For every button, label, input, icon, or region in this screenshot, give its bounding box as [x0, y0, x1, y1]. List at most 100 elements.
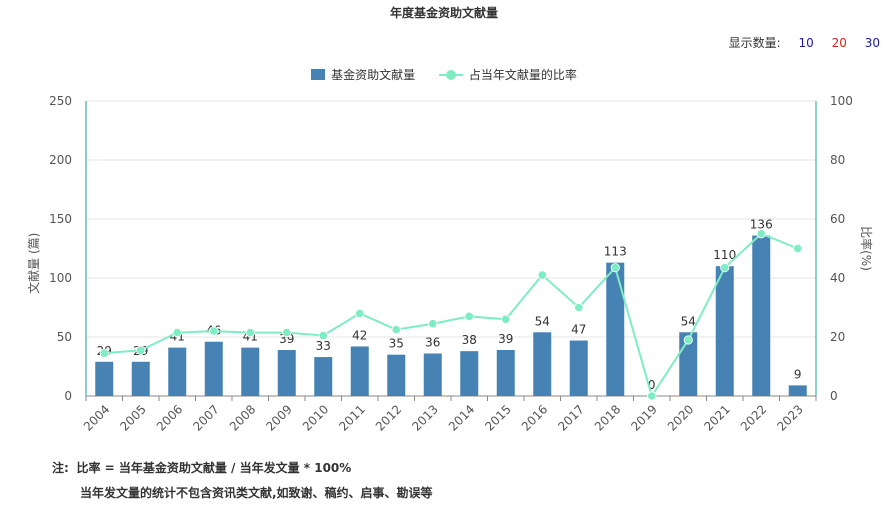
y-tick-label: 50 — [57, 330, 72, 344]
bar — [423, 353, 442, 396]
bar — [496, 349, 515, 396]
ratio-point — [136, 345, 146, 355]
bar-value-label: 54 — [681, 314, 696, 328]
bar — [752, 235, 771, 396]
x-tick-label: 2022 — [738, 402, 769, 433]
bar — [606, 262, 625, 396]
x-tick-label: 2008 — [227, 402, 258, 433]
x-tick-label: 2014 — [446, 402, 477, 433]
x-tick-label: 2016 — [519, 402, 550, 433]
display-count-option-30[interactable]: 30 — [864, 36, 880, 50]
ratio-point — [391, 325, 401, 335]
ratio-line — [104, 232, 799, 399]
y2-tick-label: 0 — [830, 389, 838, 403]
ratio-point — [355, 308, 365, 318]
bar — [277, 349, 296, 396]
x-tick-label: 2015 — [482, 402, 513, 433]
bar-value-label: 36 — [425, 336, 440, 350]
display-count-option-10[interactable]: 10 — [798, 36, 814, 50]
y2-axis-title: 比率(%) — [859, 226, 874, 271]
ratio-point — [99, 348, 109, 358]
ratio-point — [756, 229, 766, 239]
bar — [788, 385, 807, 396]
ratio-point — [610, 263, 620, 273]
x-tick-label: 2010 — [300, 402, 331, 433]
chart-legend: 基金资助文献量 占当年文献量的比率 — [0, 66, 888, 83]
x-tick-label: 2005 — [117, 402, 148, 433]
y2-tick-label: 80 — [830, 153, 845, 167]
ratio-point — [318, 330, 328, 341]
x-tick-label: 2017 — [555, 402, 586, 433]
bar-value-label: 54 — [535, 314, 550, 328]
ratio-point — [647, 391, 657, 401]
x-tick-label: 2021 — [701, 402, 732, 433]
ratio-point — [683, 335, 693, 345]
bar-value-label: 38 — [462, 333, 477, 347]
display-count-label: 显示数量: — [728, 36, 781, 50]
bar — [569, 340, 588, 396]
ratio-point — [464, 311, 474, 321]
ratio-point — [501, 314, 511, 324]
bar-value-label: 0 — [648, 378, 656, 392]
chart-title: 年度基金资助文献量 — [389, 6, 498, 20]
x-tick-label: 2007 — [190, 402, 221, 433]
notes-line1: 比率 = 当年基金资助文献量 / 当年发文量 * 100% — [76, 461, 352, 475]
legend-line-swatch — [438, 70, 463, 80]
y2-tick-label: 40 — [830, 271, 845, 285]
x-tick-label: 2023 — [774, 402, 805, 433]
x-tick-label: 2004 — [81, 402, 112, 433]
bar — [131, 361, 150, 396]
y-tick-label: 250 — [49, 94, 72, 108]
ratio-point — [172, 327, 182, 338]
chart-notes: 注: 比率 = 当年基金资助文献量 / 当年发文量 * 100% 当年发文量的统… — [52, 456, 433, 506]
legend-item-line[interactable]: 占当年文献量的比率 — [438, 66, 577, 83]
bar — [95, 361, 114, 396]
x-tick-label: 2012 — [373, 402, 404, 433]
y2-tick-label: 60 — [830, 212, 845, 226]
bar — [314, 357, 333, 396]
bar-value-label: 33 — [316, 339, 331, 353]
bar-value-label: 35 — [389, 337, 404, 351]
bar — [241, 347, 260, 396]
ratio-point — [282, 327, 292, 338]
x-tick-label: 2013 — [409, 402, 440, 433]
bar-value-label: 39 — [279, 332, 294, 346]
bar — [715, 266, 734, 396]
bar-value-label: 136 — [750, 218, 773, 232]
x-tick-label: 2018 — [592, 402, 623, 433]
x-tick-label: 2019 — [628, 402, 659, 433]
bar-value-label: 39 — [498, 332, 513, 346]
y-tick-label: 0 — [64, 389, 72, 403]
legend-item-bar[interactable]: 基金资助文献量 — [311, 66, 415, 83]
notes-line2: 当年发文量的统计不包含资讯类文献,如致谢、稿约、启事、勘误等 — [80, 486, 433, 500]
display-count-selector: 显示数量: 10 20 30 — [729, 34, 880, 51]
bar-value-label: 110 — [713, 248, 736, 262]
ratio-point — [537, 270, 547, 280]
bar — [168, 347, 187, 396]
bar-value-label: 9 — [794, 367, 802, 381]
y-tick-label: 200 — [49, 153, 72, 167]
ratio-point — [245, 327, 255, 338]
ratio-point — [209, 326, 219, 336]
legend-line-label: 占当年文献量的比率 — [468, 68, 577, 82]
bar-value-label: 42 — [352, 328, 367, 342]
legend-bar-swatch — [311, 69, 326, 80]
x-tick-label: 2006 — [154, 402, 185, 433]
bar-value-label: 47 — [571, 323, 586, 337]
bar — [350, 346, 369, 396]
bar — [533, 332, 552, 396]
display-count-option-20[interactable]: 20 — [831, 36, 847, 50]
ratio-point — [428, 319, 438, 329]
ratio-point — [720, 263, 730, 273]
legend-bar-label: 基金资助文献量 — [331, 68, 416, 82]
x-tick-label: 2011 — [336, 402, 367, 433]
y2-tick-label: 100 — [830, 94, 853, 108]
bar — [460, 351, 479, 396]
y-axis-title: 文献量 (篇) — [26, 233, 41, 294]
y-tick-label: 150 — [49, 212, 72, 226]
bar-value-label: 113 — [604, 245, 627, 259]
ratio-point — [793, 243, 803, 254]
bar — [204, 341, 223, 396]
ratio-point — [574, 302, 584, 313]
